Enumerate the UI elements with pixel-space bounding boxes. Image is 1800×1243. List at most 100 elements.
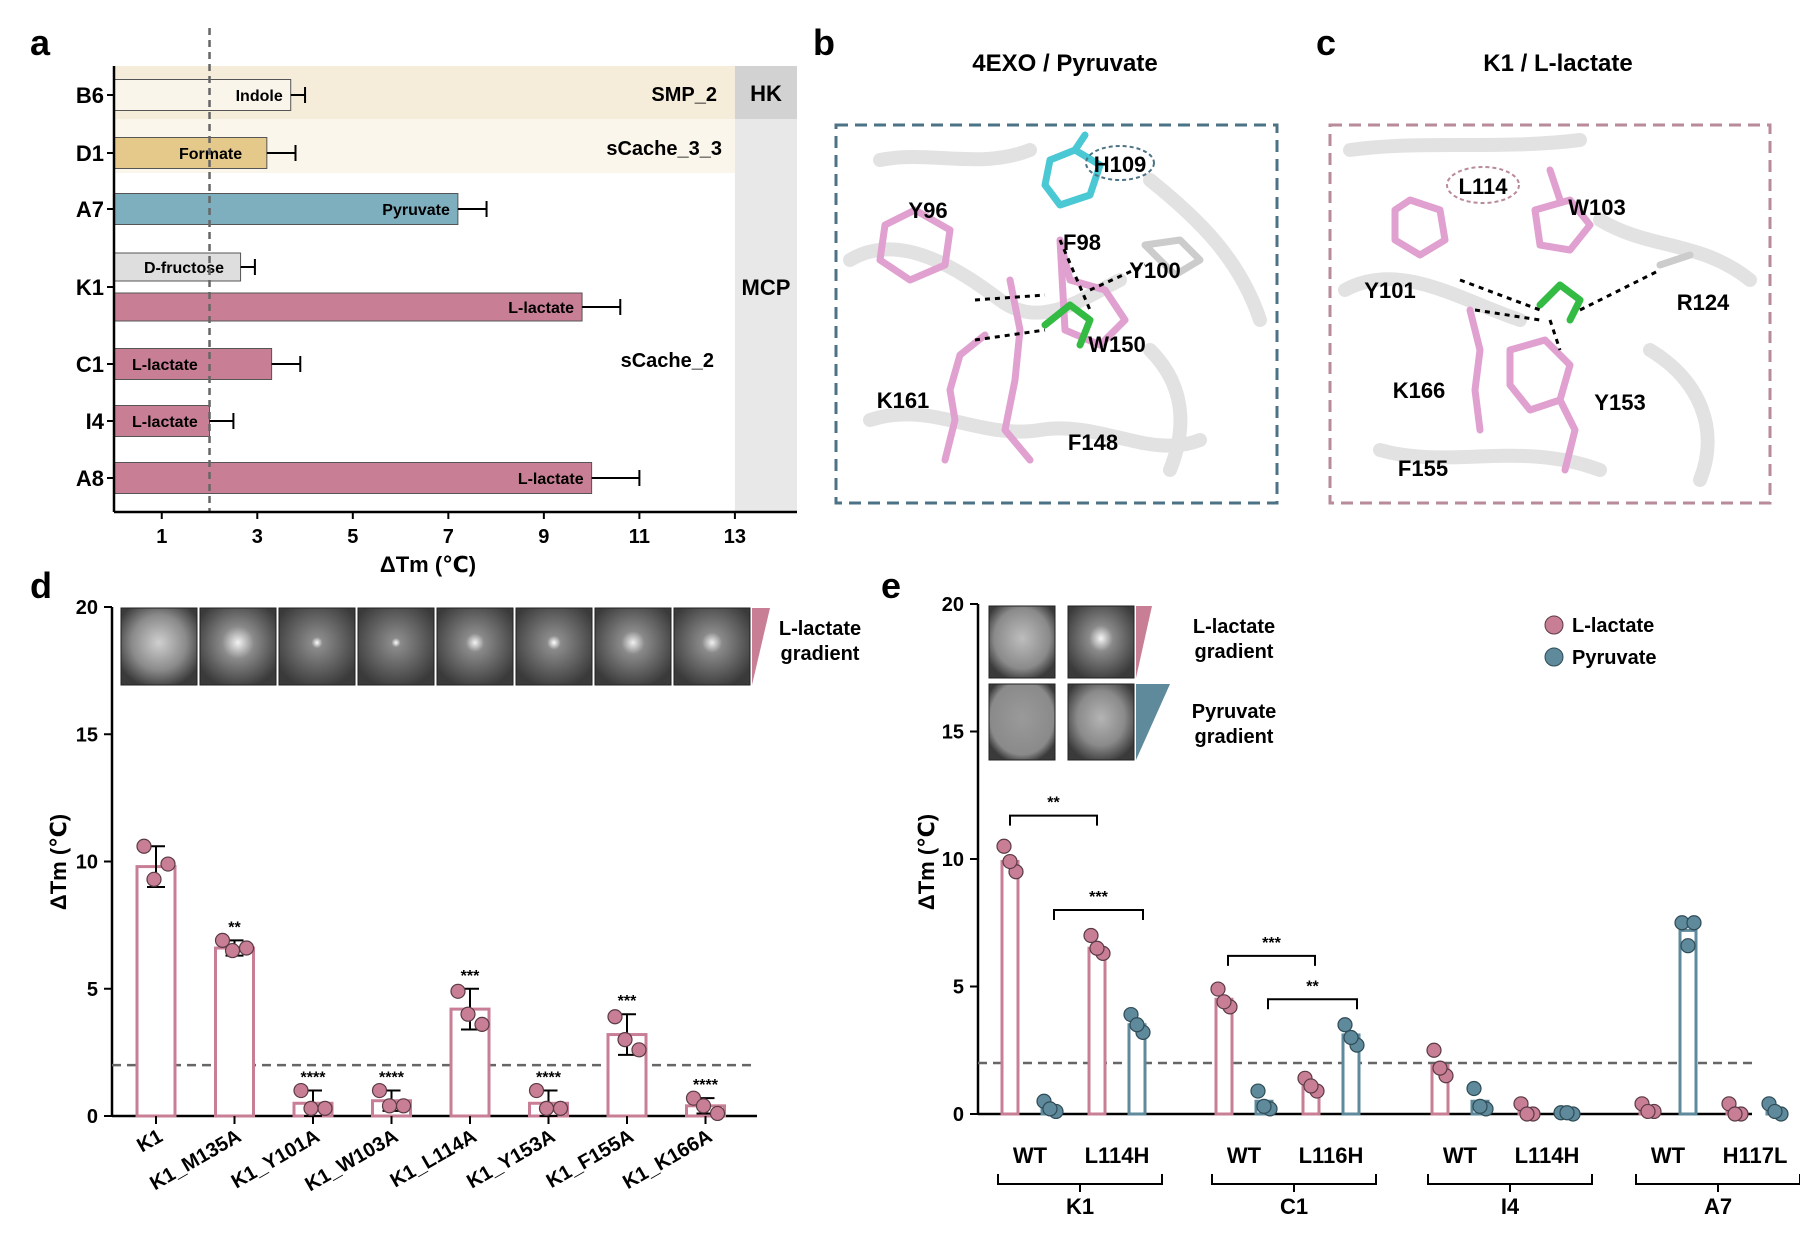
point-d-K1_W103A-0	[371, 1082, 388, 1099]
significance-d-K1_K166A: ****	[693, 1077, 719, 1094]
residue-label-y96: Y96	[908, 198, 947, 223]
point-d-K1_Y153A-2	[538, 1100, 555, 1116]
panel-c-frame	[1328, 123, 1772, 505]
group-label-e-I4: I4	[1501, 1194, 1520, 1219]
group-bracket-e-I4	[1427, 1174, 1593, 1185]
point-e-C1-WT-pyruvate-2	[1256, 1098, 1272, 1114]
gradient-label-e-2a: Pyruvate	[1192, 701, 1277, 723]
significance-d-K1_L114A: ***	[461, 968, 480, 985]
residue-sticks-c	[1391, 166, 1694, 474]
xtick-label-a-3: 3	[252, 526, 263, 548]
point-e-I4-L114H-lactate-2	[1519, 1106, 1535, 1122]
residue-label-k161: K161	[877, 388, 930, 413]
sig-bracket-e-3	[1267, 998, 1358, 1010]
panel-label-a: a	[30, 22, 51, 63]
plate-image-d0	[120, 607, 198, 686]
group-label-e-C1: C1	[1280, 1194, 1308, 1219]
residue-label-l114: L114	[1459, 174, 1509, 199]
gradient-label-e-1b: gradient	[1195, 641, 1274, 663]
panel-label-d: d	[30, 565, 52, 606]
point-e-I4-WT-pyruvate-0	[1466, 1080, 1482, 1097]
residue-label-y100: Y100	[1129, 258, 1180, 283]
point-e-I4-WT-lactate-2	[1432, 1060, 1448, 1076]
legend-label-pyruvate: Pyruvate	[1572, 647, 1657, 669]
point-e-K1-L114H-lactate-0	[1083, 927, 1099, 944]
family-band-hk	[734, 66, 797, 119]
xtick-label-a-5: 5	[347, 526, 358, 548]
bar-e-C1-WT-lactate	[1214, 997, 1234, 1116]
row-label-c1: C1	[76, 352, 104, 377]
xtick-label-a-1: 1	[156, 526, 167, 548]
bar-label-A8-7: L-lactate	[518, 471, 584, 488]
point-e-C1-WT-pyruvate-0	[1250, 1083, 1266, 1099]
plate-image-d1	[199, 607, 277, 686]
point-e-C1-L116H-lactate-2	[1303, 1078, 1319, 1094]
ytick-label-d-10: 10	[76, 852, 98, 874]
sig-label-e-0: **	[1047, 795, 1060, 812]
panel-e-chart: L-lactate gradient Pyruvate gradient L-lacta…	[914, 594, 1800, 1219]
bar-label-B6-0: Indole	[236, 88, 283, 105]
ytick-label-d-20: 20	[76, 597, 98, 619]
plate-image-d7	[673, 607, 751, 686]
variant-label-e-K1-L114H: L114H	[1085, 1143, 1150, 1168]
plate-image-d4	[436, 607, 514, 686]
x-axis-title-a: ΔTm (℃)	[380, 552, 476, 577]
row-label-a7: A7	[76, 197, 104, 222]
sig-label-e-3: **	[1306, 978, 1319, 995]
bar-label-C1-5: L-lactate	[132, 357, 198, 374]
panel-a-chart: HKMCPSMP_2sCache_3_3sCache_2IndoleFormat…	[76, 28, 797, 577]
significance-d-K1_W103A: ****	[379, 1070, 405, 1087]
panel-b-residue-labels: H109 Y96 F98 Y100 W150 K161 F148	[877, 152, 1181, 455]
residue-label-y153: Y153	[1594, 390, 1645, 415]
residue-label-f148: F148	[1068, 430, 1118, 455]
ytick-label-e-20: 20	[942, 594, 964, 616]
bar-label-K1-3: D-fructose	[144, 260, 224, 277]
variant-label-e-I4-WT: WT	[1443, 1143, 1478, 1168]
point-e-I4-WT-lactate-0	[1426, 1042, 1442, 1058]
pyruvate-gradient-wedge-e	[1136, 684, 1170, 760]
gradient-label-e-1a: L-lactate	[1193, 616, 1275, 638]
point-d-K1_F155A-1	[631, 1042, 647, 1058]
point-e-K1-WT-lactate-0	[996, 838, 1012, 854]
bar-K1-d-fructose	[113, 252, 242, 282]
point-d-K1_Y153A-0	[528, 1082, 545, 1099]
point-d-K1_M135A-1	[238, 940, 255, 956]
domain-label-scache2: sCache_2	[621, 350, 714, 372]
point-e-C1-WT-lactate-0	[1210, 981, 1226, 997]
bar-d-K1	[135, 865, 177, 1118]
row-label-i4: I4	[86, 409, 105, 434]
xtick-label-a-13: 13	[724, 526, 746, 548]
xtick-label-d-K1_Y153A: K1_Y153A	[463, 1125, 559, 1193]
point-e-C1-L116H-pyruvate-0	[1337, 1017, 1353, 1033]
ytick-label-d-15: 15	[76, 724, 98, 746]
point-d-K1_Y153A-1	[552, 1100, 569, 1116]
point-d-K1_M135A-0	[214, 932, 231, 948]
point-d-K1_L114A-2	[460, 1006, 476, 1022]
group-bracket-e-C1	[1211, 1174, 1377, 1185]
bar-A8-l-lactate	[113, 462, 593, 494]
point-d-K1_Y101A-2	[303, 1100, 319, 1116]
xtick-label-a-11: 11	[629, 526, 650, 548]
point-e-K1-WT-pyruvate-2	[1042, 1101, 1058, 1117]
ribbon-cartoon-b	[843, 143, 1267, 477]
point-d-K1_K166A-0	[685, 1090, 702, 1106]
point-e-C1-WT-lactate-2	[1216, 994, 1232, 1010]
bar-A7-pyruvate	[113, 193, 459, 225]
sig-label-e-2: ***	[1262, 935, 1281, 952]
panel-c-residue-labels: L114 W103 Y101 R124 K166 Y153 F155	[1364, 174, 1730, 481]
xtick-label-d-K1: K1	[133, 1125, 166, 1157]
residue-label-f98: F98	[1063, 230, 1101, 255]
lactate-gradient-wedge-e	[1136, 606, 1152, 678]
group-label-e-A7: A7	[1704, 1194, 1732, 1219]
row-label-a8: A8	[76, 466, 104, 491]
plate-image-e0	[988, 605, 1056, 679]
row-label-b6: B6	[76, 83, 104, 108]
bar-label-A7-2: Pyruvate	[382, 202, 450, 219]
ytick-label-e-15: 15	[942, 722, 964, 744]
plate-image-d3	[357, 607, 435, 686]
point-d-K1_K166A-1	[709, 1105, 726, 1122]
point-e-K1-L114H-lactate-2	[1089, 940, 1105, 956]
bar-e-K1-L114H-lactate	[1087, 946, 1107, 1116]
group-bracket-e-K1	[997, 1174, 1163, 1185]
gradient-label-d-2: gradient	[781, 643, 860, 665]
